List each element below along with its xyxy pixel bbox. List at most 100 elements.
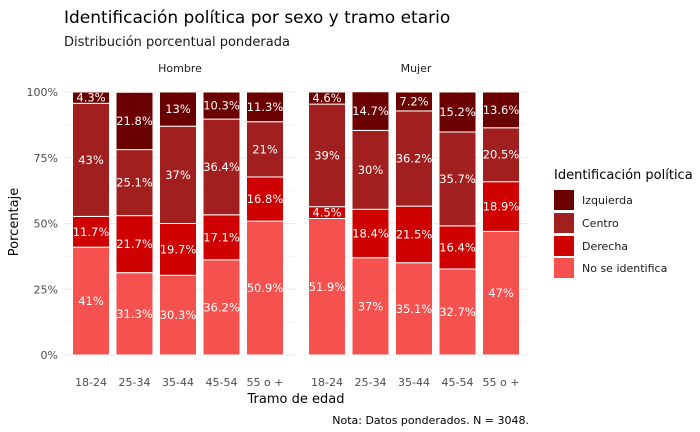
chart-title: Identificación política por sexo y tramo… <box>64 8 450 28</box>
bar-label-mujer-35-44-izquierda: 7.2% <box>399 94 428 108</box>
x-tick-label-mujer: 18-24 <box>311 376 343 389</box>
x-tick-label-mujer: 25-34 <box>355 376 387 389</box>
bar-segment-mujer-35-44-no-se-identifica <box>395 262 433 356</box>
x-tick-label-mujer: 35-44 <box>398 376 430 389</box>
bar-label-mujer-35-44-centro: 36.2% <box>396 152 433 166</box>
y-tick-label: 25% <box>34 283 58 296</box>
bar-label-hombre-55-o-derecha: 16.8% <box>247 192 284 206</box>
y-axis-title: Porcentaje <box>7 188 22 256</box>
bar-label-mujer-25-34-no-se-identifica: 37% <box>358 299 384 313</box>
bar-segment-hombre-35-44-no-se-identifica <box>159 274 197 356</box>
bar-label-hombre-45-54-centro: 36.4% <box>203 160 240 174</box>
bar-label-hombre-25-34-derecha: 21.7% <box>116 237 153 251</box>
bar-segment-mujer-25-34-derecha <box>351 208 390 259</box>
bar-label-hombre-25-34-izquierda: 21.8% <box>116 114 153 128</box>
bar-segment-hombre-55-o-no-se-identifica <box>246 220 284 356</box>
legend-swatch-no-se-identifica <box>554 258 574 278</box>
chart-caption: Nota: Datos ponderados. N = 3048. <box>332 414 529 427</box>
bar-label-mujer-25-34-derecha: 18.4% <box>352 226 389 240</box>
bar-label-mujer-18-24-izquierda: 4.6% <box>312 91 341 105</box>
bar-label-hombre-35-44-no-se-identifica: 30.3% <box>160 308 197 322</box>
x-tick-label-hombre: 25-34 <box>119 376 151 389</box>
bar-label-mujer-35-44-derecha: 21.5% <box>396 227 433 241</box>
bar-label-mujer-18-24-centro: 39% <box>314 148 340 162</box>
bar-segment-mujer-45-54-centro <box>438 131 477 227</box>
bar-segment-mujer-18-24-no-se-identifica <box>308 218 346 356</box>
bar-segment-mujer-45-54-no-se-identifica <box>438 268 477 356</box>
bar-segment-hombre-45-54-derecha <box>202 214 241 261</box>
bar-segment-hombre-45-54-centro <box>202 118 241 216</box>
bar-label-mujer-55-o-centro: 20.5% <box>483 148 520 162</box>
chart-subtitle: Distribución porcentual ponderada <box>64 35 290 50</box>
x-tick-label-mujer: 55 o + <box>483 376 520 389</box>
bar-segment-hombre-25-34-izquierda <box>115 91 154 151</box>
y-tick-label: 75% <box>34 152 58 165</box>
y-tick-label: 50% <box>34 218 58 231</box>
bar-segment-hombre-18-24-centro <box>72 102 110 217</box>
legend-label-derecha: Derecha <box>582 240 628 253</box>
bar-label-hombre-25-34-no-se-identifica: 31.3% <box>116 307 153 321</box>
bar-label-mujer-45-54-no-se-identifica: 32.7% <box>439 305 476 319</box>
x-tick-label-hombre: 55 o + <box>247 376 284 389</box>
x-axis-title: Tramo de edad <box>247 392 345 407</box>
bar-segment-mujer-45-54-izquierda <box>438 91 477 133</box>
bar-label-hombre-18-24-derecha: 11.7% <box>73 225 110 239</box>
bar-label-hombre-45-54-izquierda: 10.3% <box>203 99 240 113</box>
legend-label-centro: Centro <box>582 217 619 230</box>
x-tick-label-mujer: 45-54 <box>442 376 474 389</box>
bar-label-hombre-25-34-centro: 25.1% <box>116 176 153 190</box>
bar-segment-mujer-55-o-izquierda <box>482 91 520 129</box>
bar-segment-mujer-35-44-centro <box>395 110 433 207</box>
bar-segment-hombre-45-54-izquierda <box>202 91 241 120</box>
bar-label-hombre-35-44-centro: 37% <box>165 168 191 182</box>
bar-segment-mujer-18-24-izquierda <box>308 91 346 105</box>
bar-label-mujer-45-54-izquierda: 15.2% <box>439 105 476 119</box>
bar-segment-mujer-35-44-izquierda <box>395 91 433 112</box>
bar-label-mujer-35-44-no-se-identifica: 35.1% <box>396 302 433 316</box>
legend-swatch-izquierda <box>554 190 574 210</box>
bar-label-hombre-35-44-derecha: 19.7% <box>160 242 197 256</box>
legend-title: Identificación política <box>554 168 693 183</box>
legend-label-no-se-identifica: No se identifica <box>582 262 667 275</box>
legend-swatch-centro <box>554 213 574 233</box>
bar-label-hombre-18-24-centro: 43% <box>78 153 104 167</box>
x-tick-label-hombre: 45-54 <box>206 376 238 389</box>
bar-segment-hombre-18-24-izquierda <box>72 91 110 104</box>
bar-segment-hombre-18-24-no-se-identifica <box>72 246 110 356</box>
x-tick-label-hombre: 35-44 <box>162 376 194 389</box>
bar-label-hombre-55-o-no-se-identifica: 50.9% <box>247 281 284 295</box>
bar-label-hombre-45-54-no-se-identifica: 36.2% <box>203 300 240 314</box>
y-tick-label: 100% <box>27 86 58 99</box>
bar-label-hombre-18-24-izquierda: 4.3% <box>76 91 105 105</box>
bar-segment-mujer-55-o-centro <box>482 127 520 183</box>
bar-label-mujer-18-24-derecha: 4.5% <box>312 206 341 220</box>
bar-label-mujer-55-o-izquierda: 13.6% <box>483 103 520 117</box>
bar-label-hombre-45-54-derecha: 17.1% <box>203 230 240 244</box>
bar-label-mujer-25-34-izquierda: 14.7% <box>352 104 389 118</box>
bar-segment-hombre-18-24-derecha <box>72 215 110 248</box>
y-tick-label: 0% <box>41 349 58 362</box>
bar-label-mujer-55-o-derecha: 18.9% <box>483 200 520 214</box>
bar-segment-mujer-35-44-derecha <box>395 205 433 264</box>
bar-segment-mujer-55-o-no-se-identifica <box>482 230 520 356</box>
bar-label-mujer-55-o-no-se-identifica: 47% <box>488 286 514 300</box>
facet-label-mujer: Mujer <box>401 62 432 75</box>
bar-label-mujer-18-24-no-se-identifica: 51.9% <box>309 280 346 294</box>
bar-segment-hombre-25-34-centro <box>115 149 154 217</box>
bar-label-mujer-25-34-centro: 30% <box>358 163 384 177</box>
bar-segment-mujer-45-54-derecha <box>438 225 477 270</box>
bar-segment-hombre-45-54-no-se-identifica <box>202 259 241 356</box>
legend: Identificación política Izquierda Centro D… <box>554 168 693 278</box>
bar-segment-mujer-18-24-centro <box>308 103 346 208</box>
x-tick-label-hombre: 18-24 <box>75 376 107 389</box>
bar-label-hombre-18-24-no-se-identifica: 41% <box>78 294 104 308</box>
bar-label-hombre-55-o-izquierda: 11.3% <box>247 100 284 114</box>
bar-segment-hombre-35-44-derecha <box>159 223 197 276</box>
plot-area: Hombre 41% 11.7% 43% 4.3% 18-24 31.3% 21.7% 25.1… <box>27 62 528 389</box>
bar-segment-hombre-25-34-derecha <box>115 215 154 274</box>
bar-segment-mujer-25-34-izquierda <box>351 91 390 131</box>
legend-swatch-derecha <box>554 236 574 256</box>
bar-label-mujer-45-54-centro: 35.7% <box>439 172 476 186</box>
bar-label-mujer-45-54-derecha: 16.4% <box>439 240 476 254</box>
bar-segment-hombre-55-o-centro <box>246 121 284 178</box>
